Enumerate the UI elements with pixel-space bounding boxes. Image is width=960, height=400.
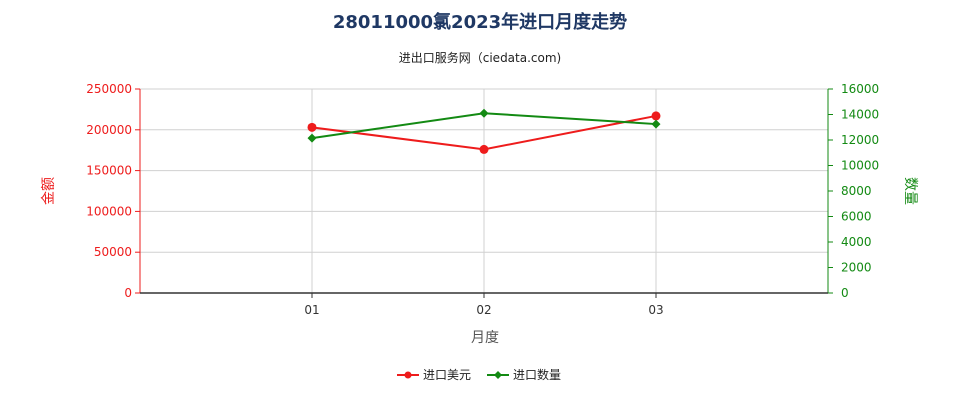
y-left-tick-label: 150000	[86, 164, 132, 178]
legend-swatch-marker	[494, 371, 502, 379]
chart-subtitle: 进出口服务网（ciedata.com)	[399, 50, 561, 65]
legend-label: 进口美元	[423, 368, 471, 382]
y-left-tick-label: 250000	[86, 82, 132, 96]
data-point	[307, 133, 317, 143]
y-left-tick-label: 0	[124, 286, 132, 300]
y-right-tick-label: 16000	[841, 82, 879, 96]
y-right-axis-label: 数量	[902, 177, 918, 205]
x-axis-label: 月度	[471, 330, 499, 346]
data-point	[307, 122, 317, 132]
y-right-tick-label: 0	[841, 286, 849, 300]
y-left-tick-label: 100000	[86, 204, 132, 218]
x-tick-label: 02	[476, 303, 491, 317]
y-left-tick-label: 200000	[86, 123, 132, 137]
data-point	[651, 111, 661, 121]
y-right-tick-label: 12000	[841, 133, 879, 147]
x-tick-label: 03	[648, 303, 663, 317]
y-left-axis-label: 金额	[41, 177, 57, 205]
series-layer	[307, 108, 661, 154]
chart-title: 28011000氯2023年进口月度走势	[333, 11, 627, 33]
y-right-tick-label: 8000	[841, 184, 872, 198]
legend-label: 进口数量	[513, 367, 561, 382]
y-right-tick-label: 10000	[841, 159, 879, 173]
y-right-tick-label: 4000	[841, 235, 872, 249]
y-right-tick-label: 14000	[841, 108, 879, 122]
legend: 进口美元 进口数量	[397, 367, 561, 382]
data-point	[651, 119, 661, 129]
y-left-tick-label: 50000	[94, 245, 132, 259]
x-tick-label: 01	[304, 303, 319, 317]
grid-layer	[140, 88, 829, 294]
axis-layer: 0 50000 100000 150000 200000 250000 0 2000 4000 6…	[86, 82, 879, 317]
legend-swatch-marker	[404, 371, 412, 379]
y-right-tick-label: 2000	[841, 261, 872, 275]
data-point	[479, 108, 489, 118]
y-right-tick-label: 6000	[841, 210, 872, 224]
data-point	[479, 144, 489, 154]
